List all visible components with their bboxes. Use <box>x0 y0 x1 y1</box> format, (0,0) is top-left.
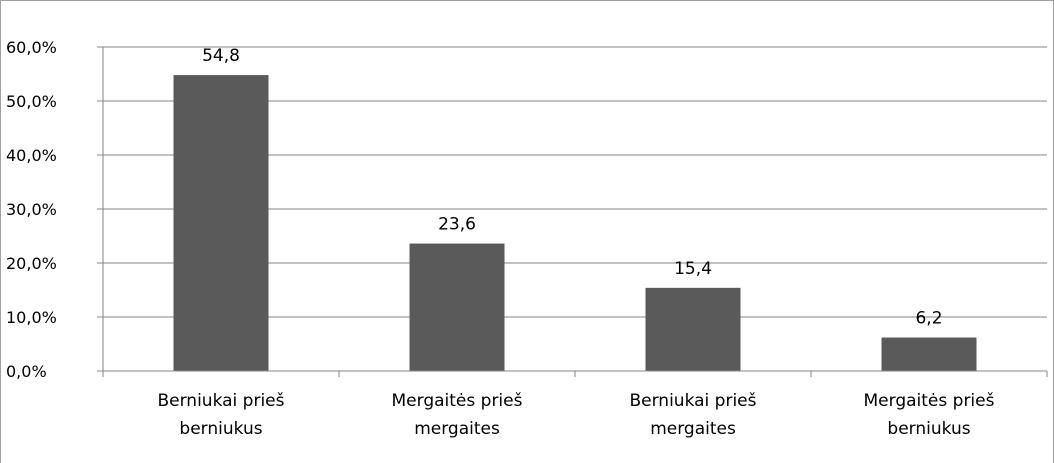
bars <box>173 75 977 371</box>
y-axis-ticks: 0,0% 10,0% 20,0% 30,0% 40,0% 50,0% 60,0% <box>6 38 104 381</box>
data-label: 54,8 <box>202 46 240 66</box>
x-category-label: berniukus <box>179 419 262 439</box>
bar <box>409 243 505 371</box>
data-label: 23,6 <box>438 215 476 235</box>
data-label: 15,4 <box>674 259 712 279</box>
bar <box>645 287 741 371</box>
x-axis: Berniukai prieš berniukus Mergaitės prieš m… <box>102 370 1048 439</box>
x-category-label: Berniukai prieš <box>630 391 757 411</box>
x-category-label: mergaites <box>650 419 736 439</box>
data-labels: 54,8 23,6 15,4 6,2 <box>202 46 942 328</box>
x-category-label: berniukus <box>887 419 970 439</box>
x-category-label: Mergaitės prieš <box>392 391 523 411</box>
y-tick-label: 0,0% <box>6 362 47 381</box>
x-category-label: mergaites <box>414 419 500 439</box>
bar <box>173 75 269 371</box>
x-category-label: Berniukai prieš <box>158 391 285 411</box>
y-tick-label: 30,0% <box>6 200 57 219</box>
bar <box>881 337 977 371</box>
y-tick-label: 40,0% <box>6 146 57 165</box>
x-category-label: Mergaitės prieš <box>864 391 995 411</box>
data-label: 6,2 <box>915 309 942 329</box>
y-tick-label: 10,0% <box>6 308 57 327</box>
y-tick-label: 60,0% <box>6 38 57 57</box>
y-tick-label: 50,0% <box>6 92 57 111</box>
y-tick-label: 20,0% <box>6 254 57 273</box>
